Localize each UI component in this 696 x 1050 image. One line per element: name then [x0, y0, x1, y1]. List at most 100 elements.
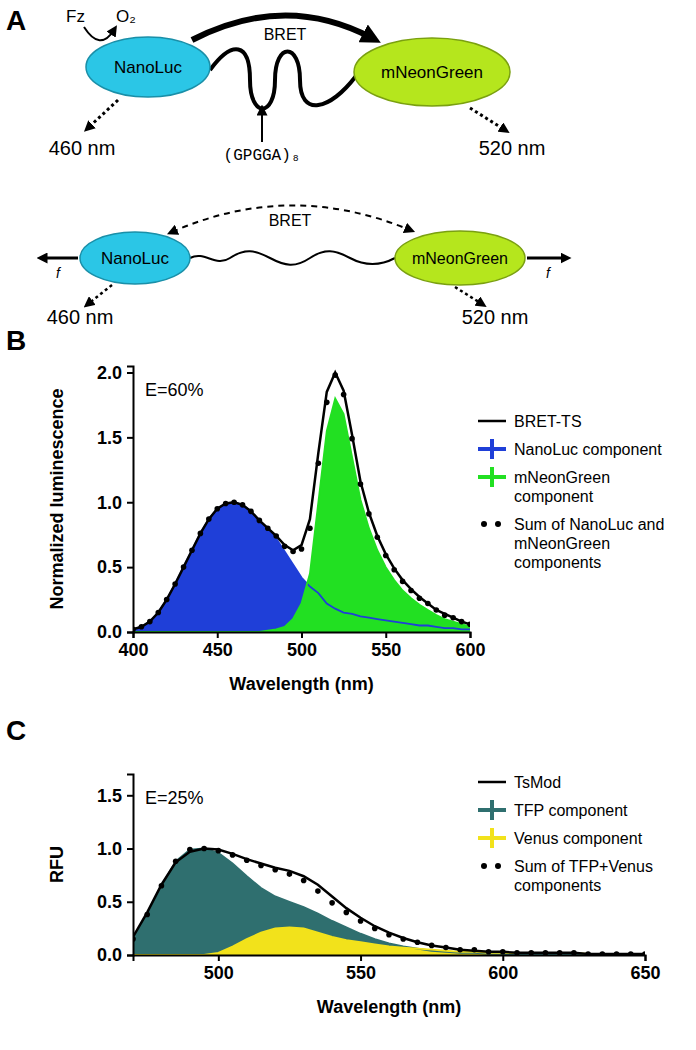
point	[528, 950, 534, 955]
point	[383, 553, 389, 559]
tick-label: 600	[488, 963, 518, 983]
tick-mark	[127, 632, 133, 634]
point	[187, 847, 193, 853]
x-axis: 500550600650	[134, 955, 661, 983]
point	[557, 950, 563, 955]
donor-label: NanoLuc	[101, 249, 170, 268]
point	[301, 878, 307, 884]
linker-pointer	[261, 110, 263, 142]
point	[358, 481, 364, 487]
point	[400, 579, 406, 585]
point	[375, 534, 381, 540]
tick: 500	[287, 632, 317, 660]
acceptor-emission-arrow	[470, 108, 505, 130]
point	[543, 950, 549, 955]
point	[265, 525, 271, 531]
y-axis: 0.00.51.01.52.0	[97, 363, 134, 643]
line	[133, 372, 470, 629]
annotation: E=25%	[145, 788, 204, 808]
point	[244, 857, 250, 863]
point	[240, 502, 246, 508]
tick-mark	[217, 632, 219, 638]
acceptor-shape	[354, 38, 510, 106]
force-label: f	[56, 265, 62, 281]
point	[514, 950, 520, 955]
tick: 550	[346, 955, 376, 983]
donor-emission-arrow	[88, 285, 112, 304]
axis-line	[134, 633, 471, 639]
point	[315, 888, 321, 894]
legend-label: NanoLuc component	[514, 441, 662, 458]
tick-mark	[218, 955, 220, 961]
point	[248, 509, 254, 515]
reaction-arrow	[84, 27, 114, 40]
tick-label: 500	[287, 640, 317, 660]
point	[144, 912, 150, 918]
emission-label: 460 nm	[49, 137, 116, 159]
point	[273, 533, 279, 539]
tick-label: 2.0	[97, 363, 122, 383]
legend: TsMod TFP component Venus component Sum of …	[478, 774, 653, 894]
point	[258, 863, 264, 869]
tick-mark	[127, 502, 133, 504]
bret-label: BRET	[269, 212, 312, 229]
tick-label: 450	[203, 640, 233, 660]
point	[349, 436, 355, 442]
legend-label: Venus component	[514, 830, 643, 847]
tick-mark	[645, 955, 647, 961]
point	[155, 610, 161, 616]
area-outline	[133, 502, 470, 629]
tick-mark	[127, 437, 133, 439]
acceptor-shape	[395, 231, 525, 285]
point	[386, 932, 392, 938]
axis-line	[127, 775, 134, 956]
legend-label: mNeonGreencomponent	[514, 469, 610, 505]
point	[139, 624, 145, 630]
legend-item: Sum of TFP+Venuscomponents	[481, 858, 653, 894]
donor-emission-arrow	[88, 100, 118, 128]
legend-label: TFP component	[514, 802, 628, 819]
point	[230, 852, 236, 858]
point	[358, 918, 364, 924]
point	[391, 567, 397, 573]
tick-label: 0.0	[97, 945, 122, 965]
point	[434, 607, 440, 613]
legend-swatch	[481, 521, 487, 527]
panel-label: A	[6, 5, 26, 36]
tick-label: 0.5	[97, 557, 122, 577]
label-line: TFP component	[514, 802, 628, 819]
legend-swatch	[478, 467, 506, 487]
point	[216, 848, 222, 854]
donor-label: NanoLuc	[114, 58, 183, 77]
point	[214, 506, 220, 512]
point	[400, 936, 406, 942]
panel-label: B	[6, 325, 26, 356]
point	[164, 597, 170, 603]
legend-label: TsMod	[514, 774, 561, 791]
label-line: mNeonGreen	[514, 535, 610, 552]
tick-mark	[360, 955, 362, 961]
point	[172, 581, 178, 587]
x-axis-title: Wavelength (nm)	[317, 997, 461, 1017]
y-axis: 0.00.51.01.5	[97, 775, 134, 966]
legend-item: TsMod	[478, 774, 561, 791]
figure: ANanoLucmNeonGreenFzO₂BRET(GPGGA)₈460 nm…	[0, 0, 696, 1050]
emission-label: 460 nm	[47, 306, 114, 328]
label-line: BRET-TS	[514, 413, 582, 430]
tick: 600	[455, 632, 485, 660]
donor-shape	[86, 37, 210, 97]
label-line: mNeonGreen	[514, 469, 610, 486]
point	[307, 525, 313, 531]
legend-swatch	[478, 439, 506, 459]
label-line: Sum of TFP+Venus	[514, 858, 653, 875]
legend-swatch	[478, 781, 506, 784]
tick-label: 1.0	[97, 493, 122, 513]
tick: 0.5	[97, 892, 133, 912]
linker-label: (GPGGA)₈	[224, 147, 301, 165]
tick: 1.0	[97, 493, 133, 513]
tick: 400	[118, 632, 148, 660]
axis-line	[134, 956, 646, 962]
tick-mark	[127, 795, 133, 797]
oxygen-label: O₂	[116, 7, 136, 26]
point	[457, 947, 463, 953]
